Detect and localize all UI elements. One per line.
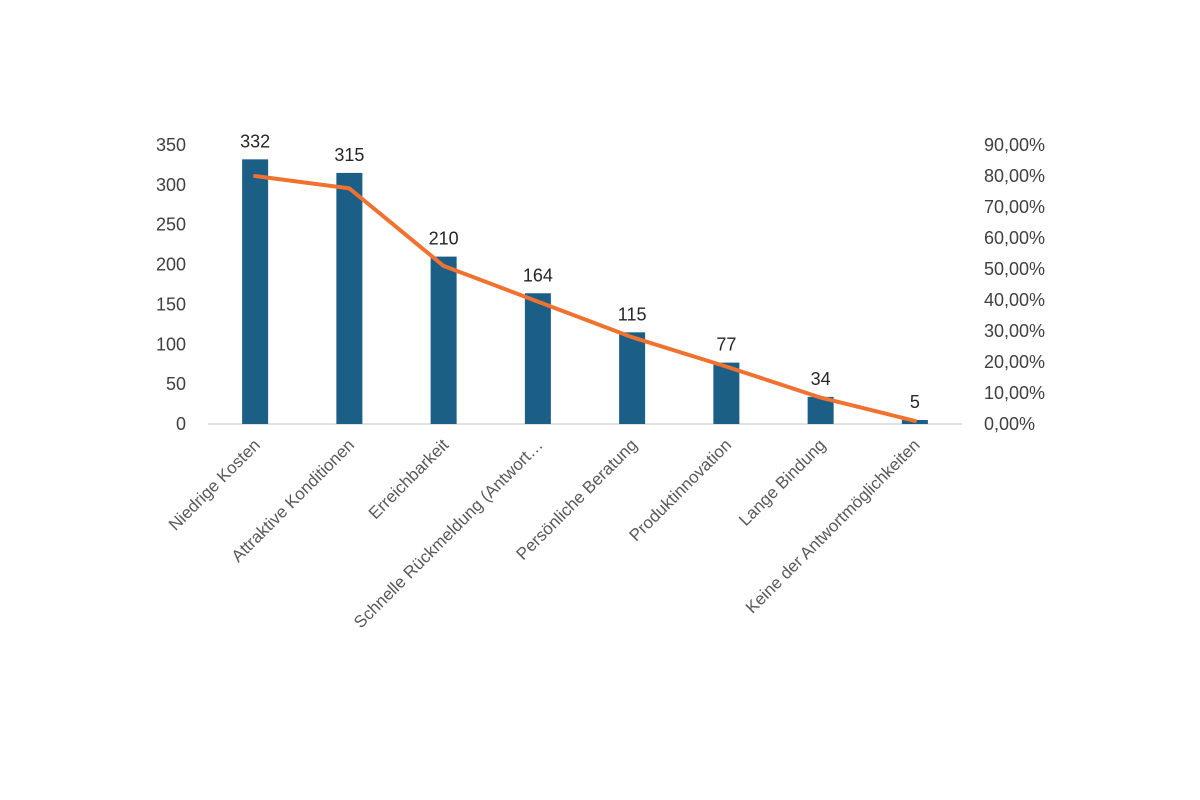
y-tick-label: 50 <box>166 374 186 394</box>
y2-tick-label: 20,00% <box>984 352 1045 372</box>
y2-tick-label: 40,00% <box>984 290 1045 310</box>
data-labels: 332 315 210 164 115 77 34 5 <box>240 131 920 412</box>
bar-data-label: 5 <box>910 392 920 412</box>
category-label: Produktinnovation <box>626 435 736 545</box>
y-axis-right: 0,00% 10,00% 20,00% 30,00% 40,00% 50,00% 60,00… <box>984 135 1045 434</box>
y2-tick-label: 50,00% <box>984 259 1045 279</box>
category-label: Erreichbarkeit <box>365 435 453 523</box>
y2-tick-label: 10,00% <box>984 383 1045 403</box>
y2-tick-label: 70,00% <box>984 197 1045 217</box>
y-tick-label: 0 <box>176 414 186 434</box>
y-tick-label: 350 <box>156 135 186 155</box>
y2-tick-label: 30,00% <box>984 321 1045 341</box>
category-label: Niedrige Kosten <box>165 435 264 534</box>
line-path <box>253 174 917 423</box>
bar <box>336 172 363 424</box>
y-tick-label: 250 <box>156 215 186 235</box>
category-label: Lange Bindung <box>735 435 829 529</box>
bar <box>242 159 269 424</box>
bar-data-label: 77 <box>716 335 736 355</box>
bar-data-label: 164 <box>523 265 553 285</box>
y-tick-label: 300 <box>156 175 186 195</box>
bar <box>524 293 551 424</box>
y2-tick-label: 60,00% <box>984 228 1045 248</box>
line-series <box>253 174 917 423</box>
bar <box>619 332 646 424</box>
y-tick-label: 100 <box>156 334 186 354</box>
y-axis-left: 0 50 100 150 200 250 300 350 <box>156 135 186 434</box>
y2-tick-label: 90,00% <box>984 135 1045 155</box>
bar <box>430 256 457 424</box>
y2-tick-label: 0,00% <box>984 414 1035 434</box>
bar-data-label: 34 <box>811 369 831 389</box>
bar-data-label: 315 <box>334 145 364 165</box>
y-tick-label: 200 <box>156 255 186 275</box>
bar <box>713 362 740 424</box>
y2-tick-label: 80,00% <box>984 166 1045 186</box>
bar-data-label: 210 <box>429 229 459 249</box>
y-tick-label: 150 <box>156 294 186 314</box>
bar-data-label: 332 <box>240 131 270 151</box>
bar-data-label: 115 <box>618 304 647 324</box>
category-label: Schnelle Rückmeldung (Antwort… <box>350 435 547 632</box>
category-label: Keine der Antwortmöglichkeiten <box>742 435 924 617</box>
bar-series <box>242 159 928 424</box>
